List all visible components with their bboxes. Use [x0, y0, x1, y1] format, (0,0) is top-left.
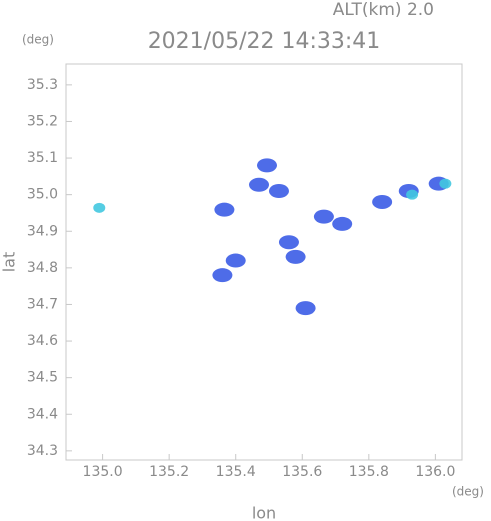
- x-tick-label: 135.2: [149, 464, 189, 480]
- x-unit: (deg): [452, 485, 484, 499]
- x-tick-label: 136.0: [415, 464, 455, 480]
- echo: [225, 253, 246, 268]
- y-tick-label: 34.3: [27, 443, 58, 459]
- echo: [249, 177, 270, 192]
- echo: [268, 183, 289, 198]
- plot-frame: [65, 63, 463, 461]
- echo: [332, 216, 353, 231]
- y-unit: (deg): [22, 33, 54, 47]
- y-axis-label: lat: [0, 252, 19, 273]
- y-tick-label: 35.1: [27, 150, 58, 166]
- x-tick-label: 135.8: [349, 464, 389, 480]
- altitude: ALT(km) 2.0: [333, 0, 434, 20]
- echo: [214, 202, 235, 217]
- echo: [278, 235, 299, 250]
- echo: [93, 202, 106, 213]
- y-tick-label: 34.4: [27, 406, 58, 422]
- x-axis-label: lon: [252, 504, 276, 521]
- x-tick-label: 135.6: [282, 464, 322, 480]
- echo: [439, 178, 452, 189]
- y-tick-label: 34.7: [27, 296, 58, 312]
- y-tick-label: 34.6: [27, 333, 58, 349]
- echo: [406, 189, 419, 200]
- y-tick-label: 35.0: [27, 187, 58, 203]
- echo: [313, 209, 334, 224]
- chart-title: 2021/05/22 14:33:41: [148, 29, 381, 54]
- echo: [295, 301, 316, 316]
- echo: [372, 194, 393, 209]
- y-tick-label: 34.8: [27, 260, 58, 276]
- y-tick-label: 34.5: [27, 370, 58, 386]
- echo: [212, 268, 233, 283]
- y-tick-label: 35.3: [27, 77, 58, 93]
- x-tick-label: 135.4: [216, 464, 256, 480]
- y-tick-label: 35.2: [27, 113, 58, 129]
- echo: [285, 249, 306, 264]
- x-tick-label: 135.0: [83, 464, 123, 480]
- echo: [256, 158, 277, 173]
- y-tick-label: 34.9: [27, 223, 58, 239]
